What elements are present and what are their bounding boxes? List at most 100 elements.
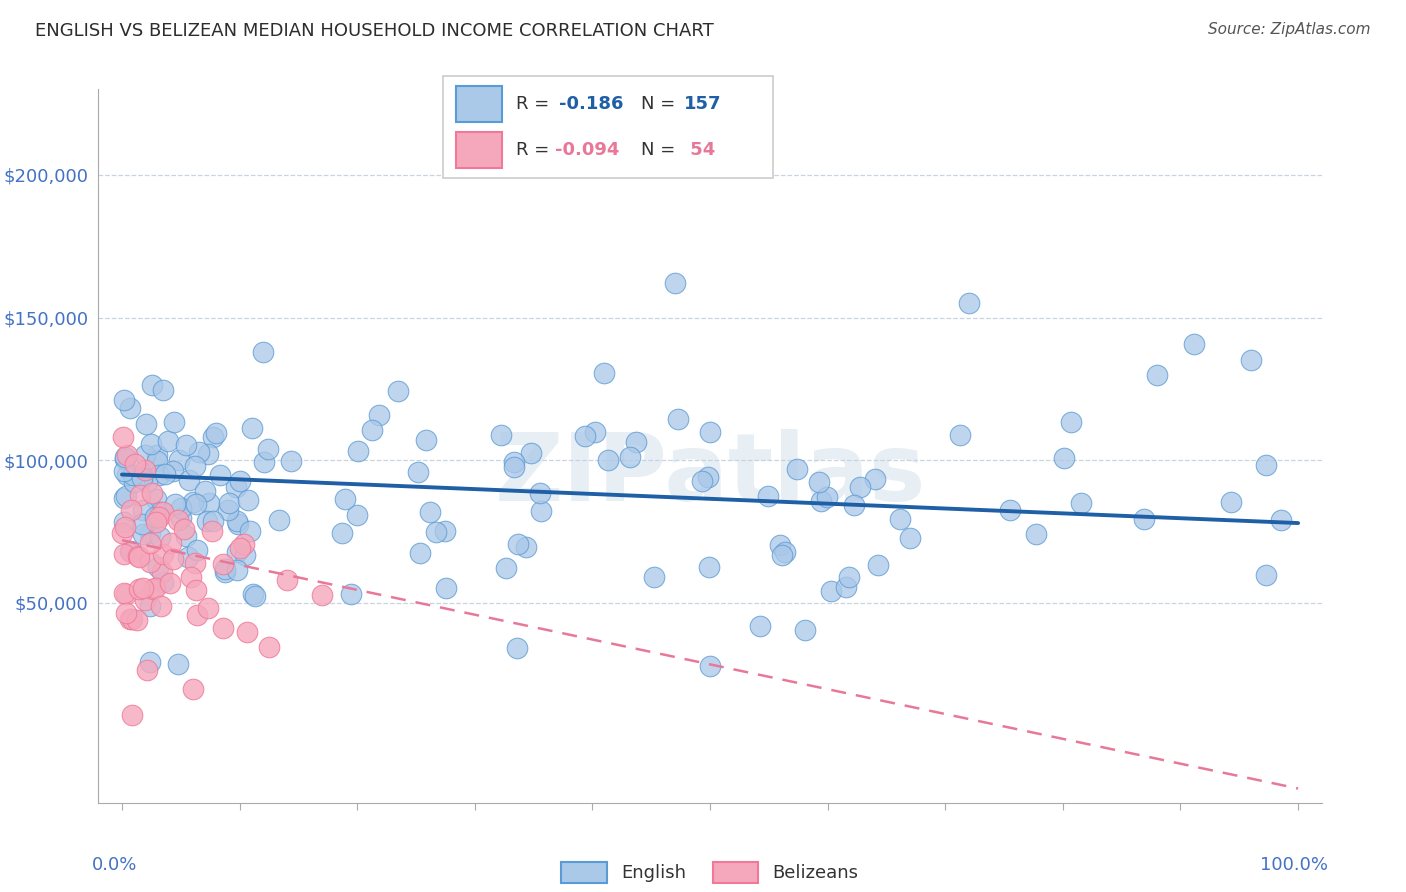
- Point: [127, 549, 149, 563]
- Point: [252, 344, 274, 359]
- Point: [1060, 415, 1083, 429]
- Point: [128, 582, 150, 596]
- Point: [212, 557, 235, 571]
- Point: [195, 514, 218, 528]
- Point: [174, 528, 197, 542]
- Point: [1256, 568, 1278, 582]
- Point: [114, 452, 136, 467]
- Point: [121, 707, 143, 722]
- Point: [257, 442, 280, 456]
- Point: [583, 425, 606, 440]
- Bar: [456, 132, 502, 168]
- Point: [1254, 458, 1277, 473]
- Point: [770, 548, 793, 562]
- Point: [495, 560, 517, 574]
- Point: [121, 611, 143, 625]
- Point: [419, 505, 441, 519]
- Point: [160, 536, 183, 550]
- Point: [503, 460, 526, 475]
- Text: R =: R =: [516, 141, 554, 159]
- Point: [243, 589, 266, 603]
- Point: [163, 497, 186, 511]
- Text: -0.094: -0.094: [555, 141, 620, 159]
- Point: [593, 367, 616, 381]
- Text: -0.186: -0.186: [558, 95, 623, 113]
- Point: [948, 427, 970, 442]
- Point: [181, 495, 204, 509]
- Text: 0.0%: 0.0%: [93, 856, 138, 874]
- Point: [134, 593, 156, 607]
- Point: [194, 484, 217, 499]
- Point: [1133, 512, 1156, 526]
- Point: [214, 565, 236, 579]
- Text: 157: 157: [685, 95, 721, 113]
- Point: [134, 448, 156, 462]
- Point: [120, 544, 142, 558]
- Point: [118, 401, 141, 416]
- Point: [115, 587, 138, 601]
- Point: [122, 467, 145, 482]
- FancyBboxPatch shape: [443, 76, 773, 178]
- Point: [239, 524, 262, 539]
- Point: [773, 545, 796, 559]
- Point: [114, 491, 136, 505]
- Point: [173, 522, 195, 536]
- Point: [205, 426, 228, 441]
- Point: [120, 612, 142, 626]
- Point: [1182, 337, 1205, 351]
- Point: [163, 415, 186, 429]
- Point: [174, 437, 197, 451]
- Point: [114, 606, 136, 620]
- Point: [218, 496, 240, 510]
- Point: [433, 524, 456, 538]
- Point: [146, 454, 169, 468]
- Point: [664, 277, 686, 291]
- Point: [139, 525, 162, 540]
- Point: [815, 490, 838, 504]
- Point: [225, 545, 247, 559]
- Point: [666, 412, 689, 426]
- Point: [276, 573, 298, 587]
- Point: [128, 487, 150, 501]
- Point: [139, 655, 162, 669]
- Point: [112, 547, 135, 561]
- Point: [409, 546, 432, 560]
- Point: [360, 423, 382, 437]
- Point: [122, 475, 145, 490]
- Point: [808, 475, 831, 489]
- Point: [125, 613, 148, 627]
- Point: [111, 526, 134, 541]
- Point: [508, 537, 530, 551]
- Point: [184, 458, 207, 473]
- Point: [217, 503, 239, 517]
- Point: [159, 576, 181, 591]
- Point: [152, 505, 174, 519]
- Point: [311, 588, 333, 602]
- Point: [152, 548, 174, 562]
- Point: [156, 434, 179, 449]
- Point: [181, 681, 204, 696]
- Text: ZIPatlas: ZIPatlas: [495, 428, 925, 521]
- Point: [112, 464, 135, 478]
- Point: [415, 434, 437, 448]
- Point: [1025, 527, 1047, 541]
- Point: [134, 463, 156, 477]
- Point: [114, 450, 136, 464]
- Point: [596, 453, 619, 467]
- Point: [167, 513, 190, 527]
- Point: [136, 663, 159, 677]
- Point: [506, 640, 529, 655]
- Point: [259, 640, 281, 654]
- Point: [280, 454, 302, 468]
- Point: [503, 455, 526, 469]
- Point: [529, 485, 551, 500]
- Point: [150, 599, 173, 614]
- Point: [188, 445, 211, 459]
- Point: [229, 541, 252, 556]
- Point: [143, 581, 166, 595]
- Point: [120, 503, 142, 517]
- Point: [146, 510, 169, 524]
- Point: [756, 489, 779, 503]
- Point: [112, 586, 135, 600]
- Point: [148, 467, 170, 482]
